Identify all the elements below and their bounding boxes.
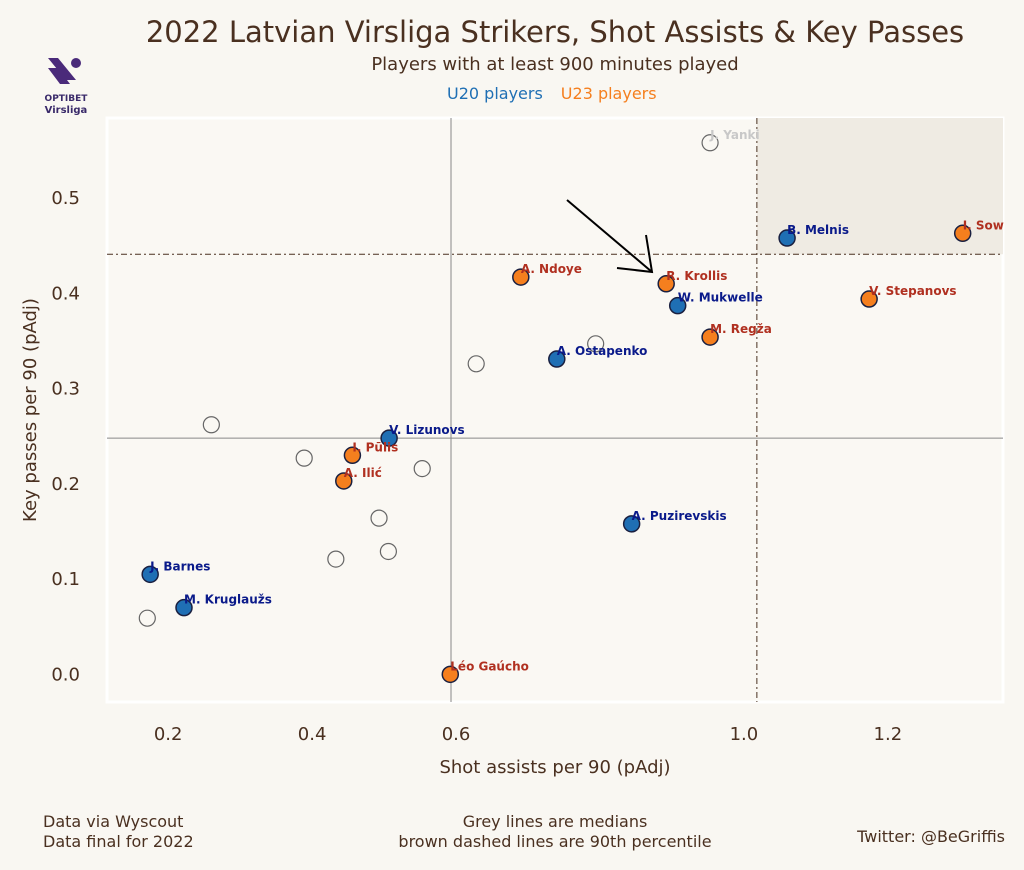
data-point [657, 275, 675, 293]
y-tick-label: 0.0 [51, 664, 80, 685]
data-point [622, 515, 641, 533]
point-label: M. Kruglaužs [184, 593, 272, 607]
logo-text: Virsliga [45, 105, 88, 116]
footer-note: brown dashed lines are 90th percentile [398, 832, 711, 851]
x-tick-label: 1.0 [730, 724, 759, 745]
y-tick-label: 0.3 [51, 379, 80, 400]
chart-subtitle: Players with at least 900 minutes played [371, 54, 738, 75]
data-point [467, 355, 485, 373]
data-point [701, 328, 719, 346]
data-point [668, 296, 687, 315]
footer-note: Data final for 2022 [43, 832, 194, 851]
data-point [548, 350, 566, 368]
data-point [778, 229, 796, 247]
x-tick-label: 0.2 [154, 724, 183, 745]
data-point [138, 609, 156, 627]
data-point [141, 565, 159, 584]
data-point [701, 134, 719, 152]
data-point [587, 335, 605, 353]
data-point [379, 542, 397, 561]
point-label: A. Ndoye [521, 262, 582, 276]
y-tick-label: 0.2 [51, 474, 80, 495]
x-axis-label: Shot assists per 90 (pAdj) [439, 757, 670, 778]
footer-note: Data via Wyscout [43, 812, 183, 831]
point-label: W. Mukwelle [678, 291, 763, 305]
chart-title: 2022 Latvian Virsliga Strikers, Shot Ass… [146, 15, 964, 49]
logo: OPTIBET Virsliga [45, 58, 89, 116]
point-label: R. Krollis [666, 269, 727, 283]
point-label: V. Stepanovs [869, 284, 956, 298]
data-point [413, 459, 431, 478]
point-label: J. Yanki [709, 128, 760, 142]
logo-text: OPTIBET [45, 94, 89, 104]
point-label: A. Puzirevskis [632, 509, 727, 523]
data-point [343, 446, 362, 465]
footer-note: Grey lines are medians [463, 812, 648, 831]
data-point [295, 449, 313, 467]
data-point [370, 509, 388, 527]
data-point [327, 550, 345, 568]
data-point [860, 290, 878, 308]
y-tick-label: 0.4 [51, 283, 80, 304]
footer-credit: Twitter: @BeGriffis [856, 827, 1005, 846]
point-label: A. Ostapenko [557, 344, 648, 358]
data-point [441, 665, 460, 684]
point-label: Léo Gaúcho [450, 659, 529, 673]
y-tick-label: 0.5 [51, 188, 80, 209]
y-tick-label: 0.1 [51, 569, 80, 590]
point-label: J. Barnes [149, 559, 210, 573]
arrow [566, 199, 654, 274]
data-point [953, 224, 972, 243]
data-point [335, 472, 353, 490]
point-label: A. Ilić [344, 466, 382, 480]
point-label: M. Regža [710, 322, 772, 336]
data-point [380, 429, 398, 447]
x-tick-label: 1.2 [874, 724, 903, 745]
data-point [202, 416, 220, 434]
x-tick-label: 0.6 [442, 724, 471, 745]
y-axis-label: Key passes per 90 (pAdj) [20, 298, 41, 522]
point-label: V. Lizunovs [389, 423, 465, 437]
data-point [512, 268, 530, 286]
data-point [175, 598, 193, 617]
legend-entry: U20 players [447, 84, 543, 103]
point-label: B. Melnis [787, 223, 849, 237]
point-label: I. Pūlis [352, 440, 398, 454]
x-tick-label: 0.4 [298, 724, 327, 745]
legend-entry: U23 players [561, 84, 657, 103]
point-label: I. Sow [963, 218, 1004, 232]
